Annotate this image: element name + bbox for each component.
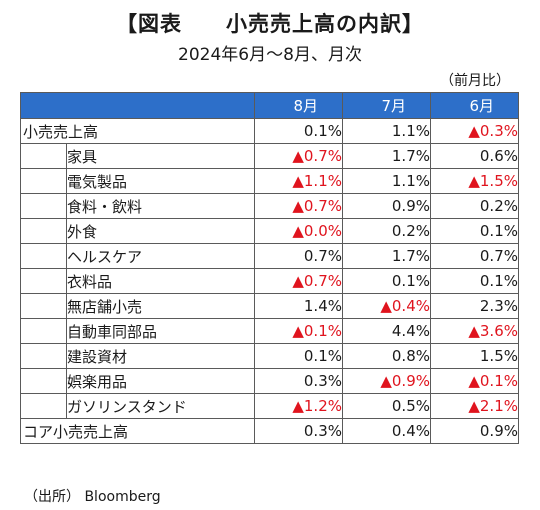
value-cell: 0.4% [342, 418, 431, 444]
value-cell: ▲0.9% [342, 368, 431, 394]
value-cell: 1.5% [430, 343, 519, 369]
value-cell: 0.9% [430, 418, 519, 444]
row-indent [20, 143, 67, 169]
value-cell: 1.1% [342, 168, 431, 194]
value-cell: ▲0.0% [254, 218, 343, 244]
column-header: 7月 [342, 92, 431, 119]
column-header: 8月 [254, 92, 343, 119]
row-indent [20, 318, 67, 344]
value-cell: ▲1.1% [254, 168, 343, 194]
value-cell: ▲0.7% [254, 143, 343, 169]
value-cell: ▲0.4% [342, 293, 431, 319]
row-indent [20, 193, 67, 219]
page-subtitle: 2024年6月～8月、月次 [178, 45, 362, 65]
row-label: 衣料品 [66, 268, 255, 294]
column-header: 6月 [430, 92, 519, 119]
row-indent [20, 218, 67, 244]
row-label: ヘルスケア [66, 243, 255, 269]
table-row: ヘルスケア 0.7% 1.7% 0.7% [20, 243, 519, 269]
value-cell: 0.1% [430, 268, 519, 294]
value-cell: ▲0.1% [430, 368, 519, 394]
table-row: 食料・飲料 ▲0.7% 0.9% 0.2% [20, 193, 519, 219]
value-cell: ▲3.6% [430, 318, 519, 344]
value-cell: 0.2% [342, 218, 431, 244]
row-indent [20, 368, 67, 394]
table-row: コア小売売上高 0.3% 0.4% 0.9% [20, 418, 519, 444]
value-cell: 0.6% [430, 143, 519, 169]
table-row: 小売売上高 0.1% 1.1% ▲0.3% [20, 118, 519, 144]
value-cell: 0.1% [342, 268, 431, 294]
value-cell: 1.7% [342, 143, 431, 169]
row-label: 無店舗小売 [66, 293, 255, 319]
value-cell: 1.1% [342, 118, 431, 144]
value-cell: 0.8% [342, 343, 431, 369]
value-cell: ▲0.7% [254, 193, 343, 219]
row-label: コア小売売上高 [20, 418, 255, 444]
header-row: 8月 7月 6月 [20, 92, 519, 119]
row-label: 食料・飲料 [66, 193, 255, 219]
value-cell: ▲1.2% [254, 393, 343, 419]
table-row: 電気製品 ▲1.1% 1.1% ▲1.5% [20, 168, 519, 194]
value-cell: 1.4% [254, 293, 343, 319]
source-note: （出所） Bloomberg [24, 489, 161, 505]
value-cell: 0.7% [430, 243, 519, 269]
page-title: 【図表 小売売上高の内訳】 [116, 12, 424, 36]
table-row: 無店舗小売 1.4% ▲0.4% 2.3% [20, 293, 519, 319]
table-row: 家具 ▲0.7% 1.7% 0.6% [20, 143, 519, 169]
unit-note: （前月比） [440, 73, 510, 89]
value-cell: 0.1% [254, 118, 343, 144]
row-label: 自動車同部品 [66, 318, 255, 344]
value-cell: 0.7% [254, 243, 343, 269]
table-row: 外食 ▲0.0% 0.2% 0.1% [20, 218, 519, 244]
value-cell: ▲0.1% [254, 318, 343, 344]
row-label: 家具 [66, 143, 255, 169]
row-indent [20, 293, 67, 319]
table-row: 娯楽用品 0.3% ▲0.9% ▲0.1% [20, 368, 519, 394]
row-indent [20, 268, 67, 294]
value-cell: 0.9% [342, 193, 431, 219]
row-indent [20, 168, 67, 194]
table-row: ガソリンスタンド ▲1.2% 0.5% ▲2.1% [20, 393, 519, 419]
value-cell: ▲2.1% [430, 393, 519, 419]
row-indent [20, 243, 67, 269]
value-cell: ▲1.5% [430, 168, 519, 194]
table-row: 衣料品 ▲0.7% 0.1% 0.1% [20, 268, 519, 294]
row-label: 小売売上高 [20, 118, 255, 144]
value-cell: 0.5% [342, 393, 431, 419]
retail-sales-table: 8月 7月 6月 小売売上高 0.1% 1.1% ▲0.3% 家具 ▲0.7% 1.7% 0.… [20, 92, 519, 444]
row-indent [20, 343, 67, 369]
value-cell: 0.1% [254, 343, 343, 369]
table-body: 小売売上高 0.1% 1.1% ▲0.3% 家具 ▲0.7% 1.7% 0.6% 電気製品 ▲1.… [20, 118, 519, 444]
table-row: 自動車同部品 ▲0.1% 4.4% ▲3.6% [20, 318, 519, 344]
value-cell: 1.7% [342, 243, 431, 269]
value-cell: 0.1% [430, 218, 519, 244]
header-corner [20, 92, 255, 119]
value-cell: 2.3% [430, 293, 519, 319]
row-label: 建設資材 [66, 343, 255, 369]
value-cell: 0.3% [254, 418, 343, 444]
value-cell: ▲0.3% [430, 118, 519, 144]
row-label: 娯楽用品 [66, 368, 255, 394]
table-row: 建設資材 0.1% 0.8% 1.5% [20, 343, 519, 369]
value-cell: 4.4% [342, 318, 431, 344]
row-label: ガソリンスタンド [66, 393, 255, 419]
row-label: 外食 [66, 218, 255, 244]
value-cell: 0.3% [254, 368, 343, 394]
row-label: 電気製品 [66, 168, 255, 194]
value-cell: 0.2% [430, 193, 519, 219]
row-indent [20, 393, 67, 419]
value-cell: ▲0.7% [254, 268, 343, 294]
